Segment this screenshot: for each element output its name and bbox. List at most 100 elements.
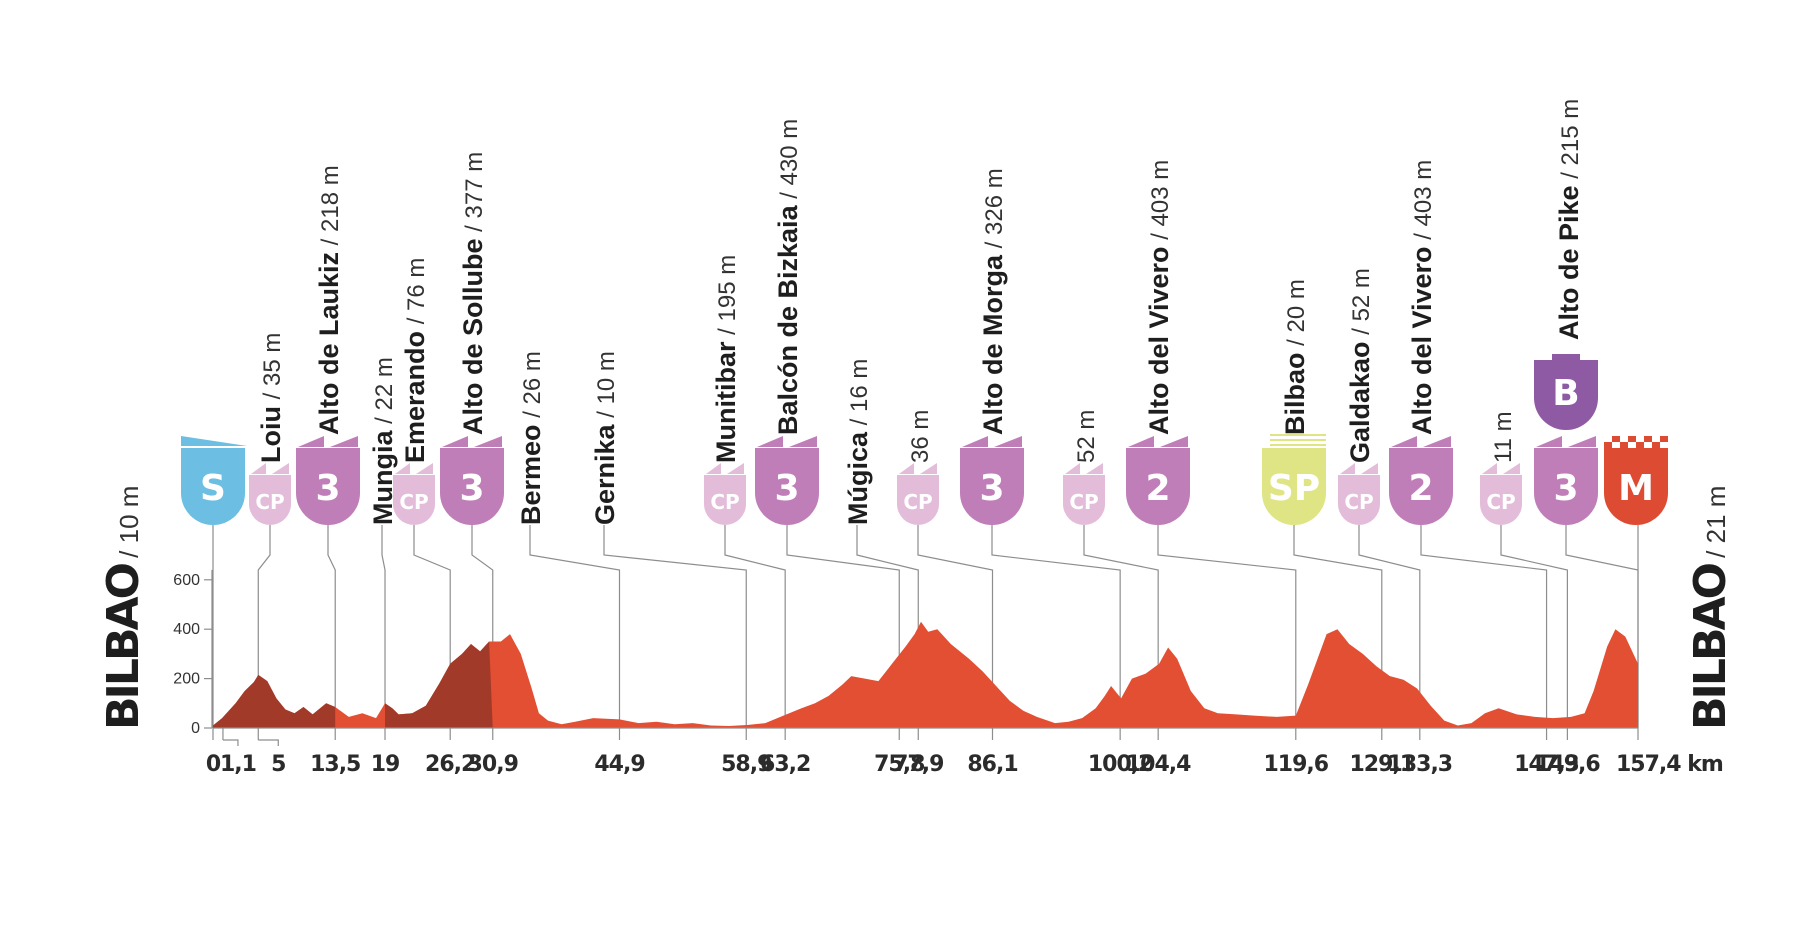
waypoint-connector xyxy=(1083,525,1159,728)
badge-stripe xyxy=(1270,434,1326,436)
x-tick-label: 133,3 xyxy=(1388,752,1453,777)
waypoint-label: Galdakao / 52 m xyxy=(1345,268,1375,463)
endpoint-labels: BILBAO / 10 m BILBAO / 21 m xyxy=(98,486,1736,730)
y-tick-label: 400 xyxy=(173,621,200,638)
badge-label: B xyxy=(1552,373,1579,414)
waypoint-label: Alto del Vivero / 403 m xyxy=(1144,160,1174,435)
badge-shape xyxy=(755,448,819,525)
badge-label: 2 xyxy=(1145,468,1170,509)
badge-label: S xyxy=(200,468,226,509)
waypoint-label: Gernika / 10 m xyxy=(590,351,620,525)
waypoint-altitude: / 326 m xyxy=(981,168,1008,255)
x-tick-leader xyxy=(258,739,279,746)
x-tick-label: 129,1 xyxy=(1349,752,1414,777)
badge-shape xyxy=(1604,448,1668,525)
waypoint-connector xyxy=(1420,525,1548,728)
x-axis: 0 1,1 5 13,5 19 26,230,9 44,9 58,963,2 75,877,9 8… xyxy=(206,727,1724,777)
finish-town-label: BILBAO / 21 m xyxy=(1685,486,1736,730)
start-town-alt: / 10 m xyxy=(114,486,144,565)
waypoint-badges: S CP 3 CP 3 CP 3 CP 3 CP 2 SP CP 2 CP 3 B M xyxy=(181,354,1668,525)
y-tick-label: 200 xyxy=(173,671,200,688)
badge-flag xyxy=(899,463,937,474)
climb-category-2-badge: 2 xyxy=(1126,436,1190,525)
badge-flag xyxy=(298,436,358,447)
connector-lines xyxy=(212,525,1639,728)
waypoint-connector xyxy=(786,525,900,728)
badge-cap xyxy=(1552,354,1580,360)
waypoint-connector xyxy=(1358,525,1421,728)
badge-checker xyxy=(1620,442,1628,448)
start-badge: S xyxy=(181,436,247,525)
badge-label: 3 xyxy=(1553,468,1578,509)
badge-shape xyxy=(1262,448,1326,525)
waypoint-connector xyxy=(1293,525,1383,728)
cp-badge: CP xyxy=(1338,463,1380,525)
badge-checker xyxy=(1628,436,1636,442)
badge-shape xyxy=(1480,475,1522,525)
waypoint-label: Emerando / 76 m xyxy=(400,258,430,463)
waypoint-altitude: / 35 m xyxy=(259,333,286,406)
badge-label: CP xyxy=(1344,490,1373,514)
badge-checker xyxy=(1612,436,1620,442)
waypoint-altitude: / 430 m xyxy=(776,119,803,206)
climb-category-3-badge: 3 xyxy=(440,436,504,525)
waypoint-connector xyxy=(381,525,386,728)
badge-stripe xyxy=(1270,444,1326,446)
climb-section xyxy=(385,641,493,728)
badge-label: 2 xyxy=(1408,468,1433,509)
waypoint-label: Munitibar / 195 m xyxy=(711,255,741,463)
sprint-badge: SP xyxy=(1262,434,1326,525)
x-tick-label: 30,9 xyxy=(468,752,518,777)
waypoint-label: Loiu / 35 m xyxy=(256,333,286,463)
badge-flag xyxy=(395,463,433,474)
x-tick-label: 0 xyxy=(206,752,221,777)
waypoint-label: 36 m xyxy=(907,410,934,463)
badge-label: CP xyxy=(710,490,739,514)
waypoint-label: Bilbao / 20 m xyxy=(1280,279,1310,435)
y-axis: 0 200 400 600 xyxy=(173,569,213,737)
x-tick-label: 5 xyxy=(271,752,285,777)
badge-checker xyxy=(1636,442,1644,448)
waypoint-connector xyxy=(327,525,336,728)
finish-town-alt: / 21 m xyxy=(1701,486,1731,565)
climb-category-3-badge: 3 xyxy=(755,436,819,525)
x-tick-label: 119,6 xyxy=(1263,752,1328,777)
waypoint-altitude: 52 m xyxy=(1073,410,1100,463)
finish-badge: M xyxy=(1604,436,1668,525)
x-tick-label: 1,1 xyxy=(220,752,256,777)
climb-section xyxy=(213,674,336,728)
badge-shape xyxy=(897,475,939,525)
x-tick-label: 100,2 xyxy=(1088,752,1153,777)
x-tick-label: 104,4 xyxy=(1126,752,1191,777)
waypoint-name: Alto de Laukiz xyxy=(314,252,344,435)
cp-badge: CP xyxy=(249,463,291,525)
waypoint-name: Alto de Morga xyxy=(978,254,1008,435)
badge-flag xyxy=(1391,436,1451,447)
waypoint-altitude: / 403 m xyxy=(1410,160,1437,247)
waypoint-altitude: / 195 m xyxy=(714,255,741,342)
waypoint-labels: Loiu / 35 m Alto de Laukiz / 218 m Mungia … xyxy=(256,99,1584,525)
cp-badge: CP xyxy=(1063,463,1105,525)
waypoint-label: Múgica / 16 m xyxy=(843,359,873,525)
badge-label: SP xyxy=(1268,468,1320,509)
badge-label: 3 xyxy=(979,468,1004,509)
waypoint-connector xyxy=(413,525,451,728)
badge-shape xyxy=(1389,448,1453,525)
badge-label: CP xyxy=(903,490,932,514)
badge-shape xyxy=(393,475,435,525)
waypoint-connector xyxy=(529,525,621,728)
badge-checker xyxy=(1644,436,1652,442)
badge-shape xyxy=(440,448,504,525)
waypoint-altitude: 11 m xyxy=(1490,411,1517,463)
badge-shape xyxy=(1126,448,1190,525)
badge-shape xyxy=(960,448,1024,525)
badge-shape xyxy=(296,448,360,525)
waypoint-altitude: / 52 m xyxy=(1348,268,1375,341)
climb-category-3-badge: 3 xyxy=(960,436,1024,525)
waypoint-name: Galdakao xyxy=(1345,341,1375,463)
waypoint-label: Mungia / 22 m xyxy=(368,357,398,525)
x-tick-label: 149,6 xyxy=(1535,752,1600,777)
badge-shape xyxy=(1063,475,1105,525)
waypoint-connector xyxy=(724,525,786,728)
badge-label: CP xyxy=(1069,490,1098,514)
